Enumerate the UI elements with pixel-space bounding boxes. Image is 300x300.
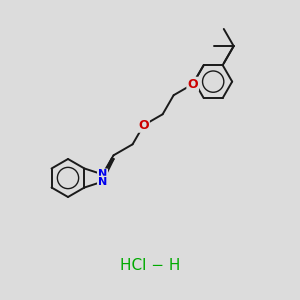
Text: O: O [188,78,198,91]
Text: N: N [98,169,107,179]
Text: HCl − H: HCl − H [120,257,180,272]
Text: O: O [138,119,149,132]
Text: N: N [98,177,107,187]
